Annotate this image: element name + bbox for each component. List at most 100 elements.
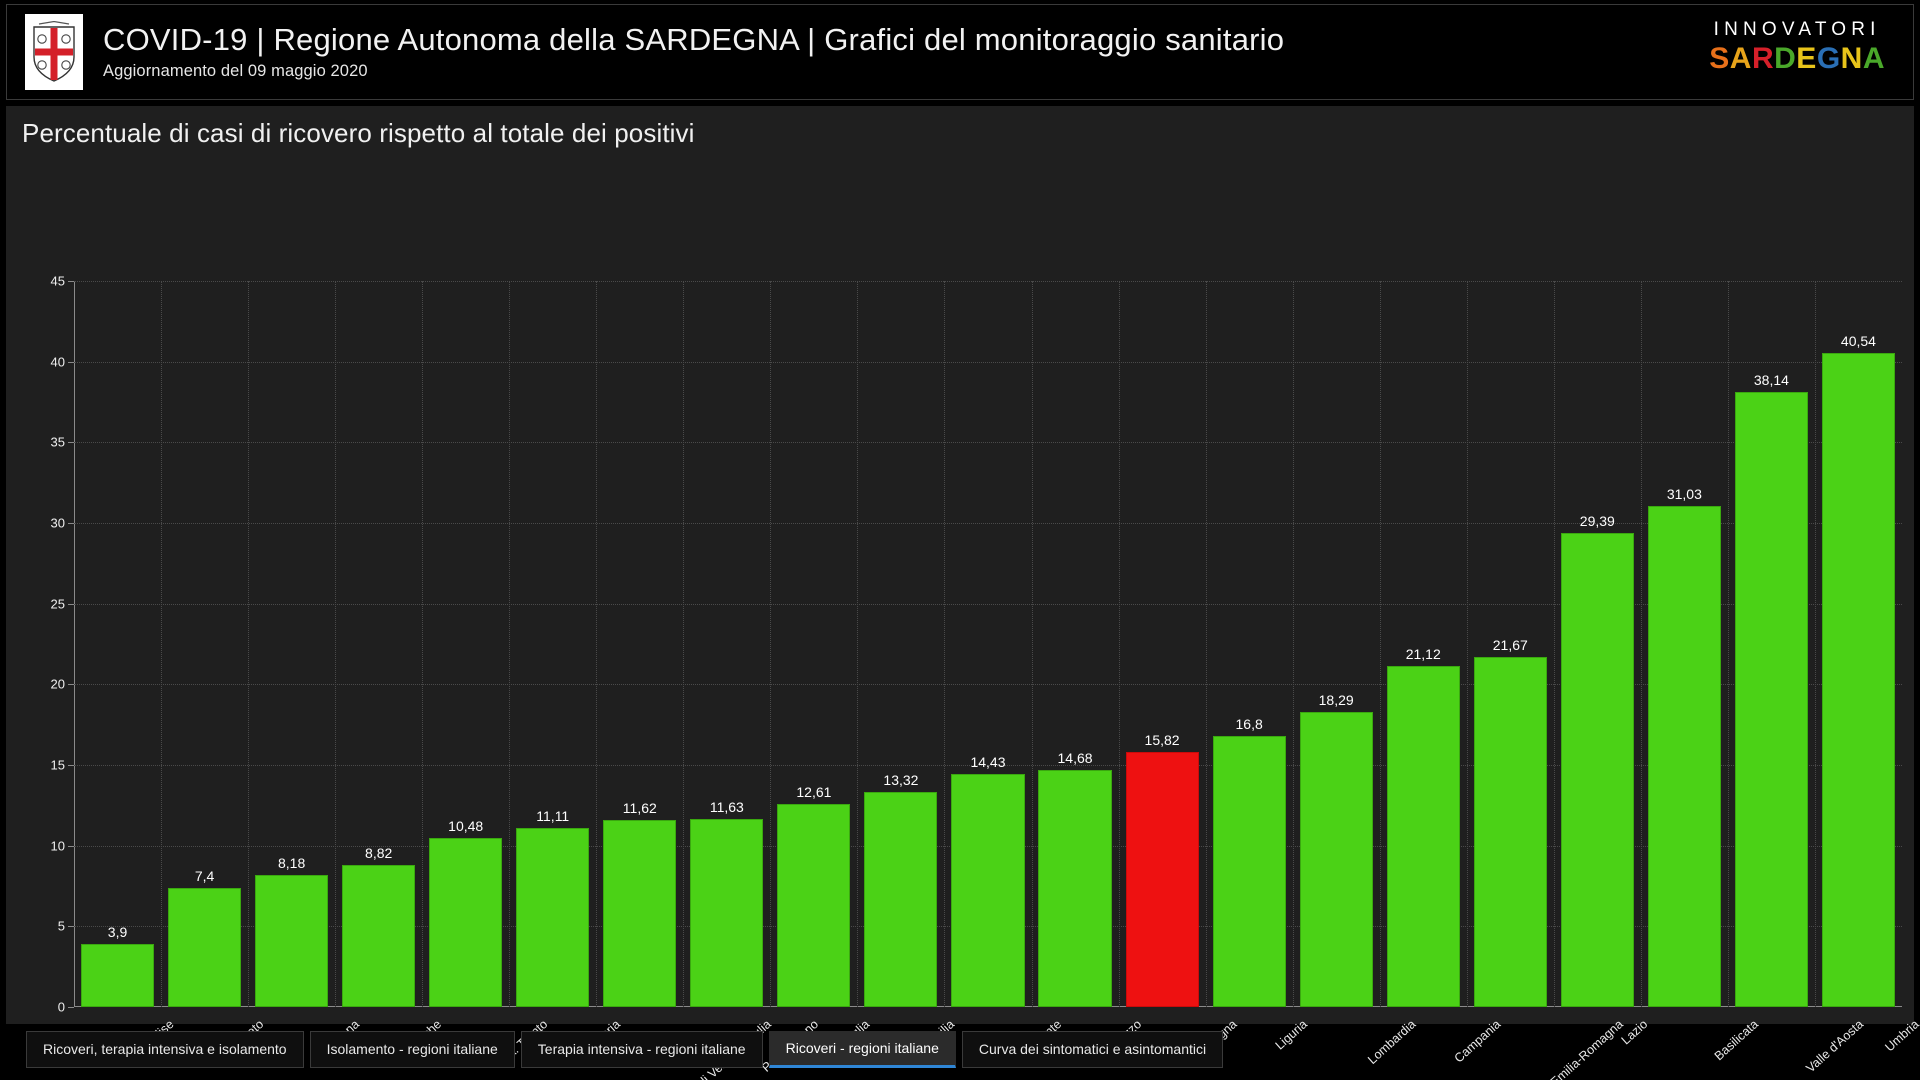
bar-p-a-trento[interactable] bbox=[429, 837, 503, 1007]
x-tick-label: Emilia-Romagna bbox=[1547, 1017, 1626, 1080]
bar-slot: 12,61 bbox=[770, 281, 857, 1007]
bar-campania[interactable] bbox=[1386, 666, 1460, 1007]
bar-value-label: 7,4 bbox=[194, 867, 215, 884]
h-gridline bbox=[74, 442, 1902, 444]
h-gridline bbox=[74, 765, 1902, 766]
bar-slot: 21,67 bbox=[1467, 281, 1554, 1007]
v-gridline bbox=[944, 281, 946, 1007]
bar-value-label: 11,62 bbox=[622, 799, 657, 816]
y-tick-label: 20 bbox=[50, 676, 65, 692]
brand-top-text: INNOVATORI bbox=[1713, 19, 1881, 40]
y-tick-mark bbox=[68, 845, 74, 847]
v-gridline bbox=[596, 281, 598, 1007]
bar-value-label: 12,61 bbox=[796, 783, 832, 800]
header-text-block: COVID-19 | Regione Autonoma della SARDEG… bbox=[103, 22, 1285, 81]
tab-3[interactable]: Ricoveri - regioni italiane bbox=[768, 1031, 956, 1068]
y-axis-line bbox=[74, 281, 75, 1007]
brand-letter-6: N bbox=[1840, 42, 1863, 75]
bar-calabria[interactable] bbox=[516, 827, 590, 1007]
page-title: COVID-19 | Regione Autonoma della SARDEG… bbox=[103, 22, 1285, 58]
bar-sicilia[interactable] bbox=[864, 792, 938, 1007]
bar-slot: 11,63 bbox=[683, 281, 770, 1007]
bar-value-label: 31,03 bbox=[1666, 486, 1702, 503]
bar-friuli-venezia-giulia[interactable] bbox=[603, 819, 677, 1007]
y-tick-mark bbox=[68, 684, 74, 686]
y-tick-mark bbox=[68, 523, 74, 524]
app-header: COVID-19 | Regione Autonoma della SARDEG… bbox=[6, 4, 1914, 100]
bar-veneto[interactable] bbox=[168, 887, 242, 1007]
x-tick-label: Liguria bbox=[1272, 1017, 1310, 1053]
x-tick-label: Umbria bbox=[1882, 1017, 1920, 1055]
bar-slot: 40,54 bbox=[1815, 281, 1902, 1007]
y-tick-mark bbox=[68, 361, 74, 363]
x-tick-label: Campania bbox=[1451, 1017, 1504, 1066]
bar-value-label: 38,14 bbox=[1753, 371, 1789, 388]
innovatori-sardegna-logo: INNOVATORI SARDEGNA bbox=[1709, 19, 1885, 76]
bar-value-label: 14,68 bbox=[1057, 750, 1093, 767]
h-gridline bbox=[74, 684, 1902, 686]
bar-lazio[interactable] bbox=[1560, 532, 1634, 1007]
bar-slot: 11,62 bbox=[596, 281, 683, 1007]
brand-letter-0: S bbox=[1709, 42, 1730, 75]
tab-1[interactable]: Isolamento - regioni italiane bbox=[309, 1031, 515, 1068]
v-gridline bbox=[1031, 281, 1033, 1007]
bar-emilia-romagna[interactable] bbox=[1473, 657, 1547, 1007]
bar-slot: 11,11 bbox=[509, 281, 596, 1007]
v-gridline bbox=[1292, 281, 1294, 1007]
bar-sardegna[interactable] bbox=[1125, 751, 1199, 1007]
bar-lombardia[interactable] bbox=[1299, 711, 1373, 1007]
h-gridline bbox=[74, 361, 1902, 363]
v-gridline bbox=[1466, 281, 1468, 1007]
bar-value-label: 29,39 bbox=[1579, 512, 1615, 529]
bar-basilicata[interactable] bbox=[1647, 506, 1721, 1007]
bar-value-label: 14,43 bbox=[970, 754, 1006, 771]
y-tick-label: 0 bbox=[57, 999, 65, 1015]
bar-toscana[interactable] bbox=[255, 875, 329, 1007]
chart-plot-area: 3,9 7,4 8,18 8,82 10,48 11,11 11,62 11,63 12,61 1… bbox=[51, 274, 1920, 1080]
tab-0[interactable]: Ricoveri, terapia intensiva e isolamento bbox=[26, 1031, 304, 1068]
y-tick-label: 15 bbox=[50, 757, 65, 773]
bar-slot: 31,03 bbox=[1641, 281, 1728, 1007]
x-tick-label: Lombardia bbox=[1365, 1017, 1419, 1067]
bar-p-a-bolzano[interactable] bbox=[690, 819, 764, 1007]
bar-value-label: 10,48 bbox=[448, 817, 484, 834]
v-gridline bbox=[770, 281, 772, 1007]
bar-molise[interactable] bbox=[80, 944, 155, 1007]
bar-slot: 15,82 bbox=[1119, 281, 1206, 1007]
v-gridline bbox=[422, 281, 424, 1007]
bar-slot: 14,43 bbox=[944, 281, 1031, 1007]
bar-umbria[interactable] bbox=[1821, 352, 1895, 1007]
bar-liguria[interactable] bbox=[1212, 735, 1286, 1007]
v-gridline bbox=[857, 281, 859, 1007]
brand-letter-5: G bbox=[1816, 42, 1841, 75]
brand-letter-2: R bbox=[1751, 42, 1775, 75]
y-tick-label: 10 bbox=[50, 838, 65, 854]
bar-piemonte[interactable] bbox=[951, 774, 1025, 1007]
bar-valle-d-aosta[interactable] bbox=[1734, 391, 1808, 1007]
y-tick-label: 30 bbox=[50, 515, 65, 531]
bar-value-label: 13,32 bbox=[883, 772, 919, 789]
v-gridline bbox=[1205, 281, 1207, 1007]
y-tick-mark bbox=[68, 926, 74, 928]
brand-letter-7: A bbox=[1862, 42, 1885, 75]
bar-marche[interactable] bbox=[342, 864, 416, 1007]
bar-value-label: 40,54 bbox=[1840, 332, 1876, 349]
tab-4[interactable]: Curva dei sintomatici e asintomantici bbox=[961, 1031, 1224, 1068]
bar-puglia[interactable] bbox=[777, 803, 851, 1007]
tab-2[interactable]: Terapia intensiva - regioni italiane bbox=[520, 1031, 763, 1068]
bar-series: 3,9 7,4 8,18 8,82 10,48 11,11 11,62 11,63 12,61 1… bbox=[74, 281, 1902, 1007]
y-tick-label: 5 bbox=[57, 918, 65, 934]
tab-bar[interactable]: Ricoveri, terapia intensiva e isolamento… bbox=[26, 1031, 1224, 1068]
v-gridline bbox=[161, 281, 163, 1007]
y-tick-mark bbox=[68, 442, 74, 444]
bar-slot: 7,4 bbox=[161, 281, 248, 1007]
x-tick-label: Basilicata bbox=[1712, 1017, 1762, 1064]
bar-value-label: 18,29 bbox=[1318, 691, 1354, 708]
v-gridline bbox=[683, 281, 685, 1007]
bar-value-label: 16,8 bbox=[1235, 715, 1263, 732]
bar-slot: 13,32 bbox=[857, 281, 944, 1007]
bar-slot: 10,48 bbox=[422, 281, 509, 1007]
bar-slot: 8,82 bbox=[335, 281, 422, 1007]
bar-abruzzo[interactable] bbox=[1038, 770, 1112, 1007]
v-gridline bbox=[248, 281, 250, 1007]
